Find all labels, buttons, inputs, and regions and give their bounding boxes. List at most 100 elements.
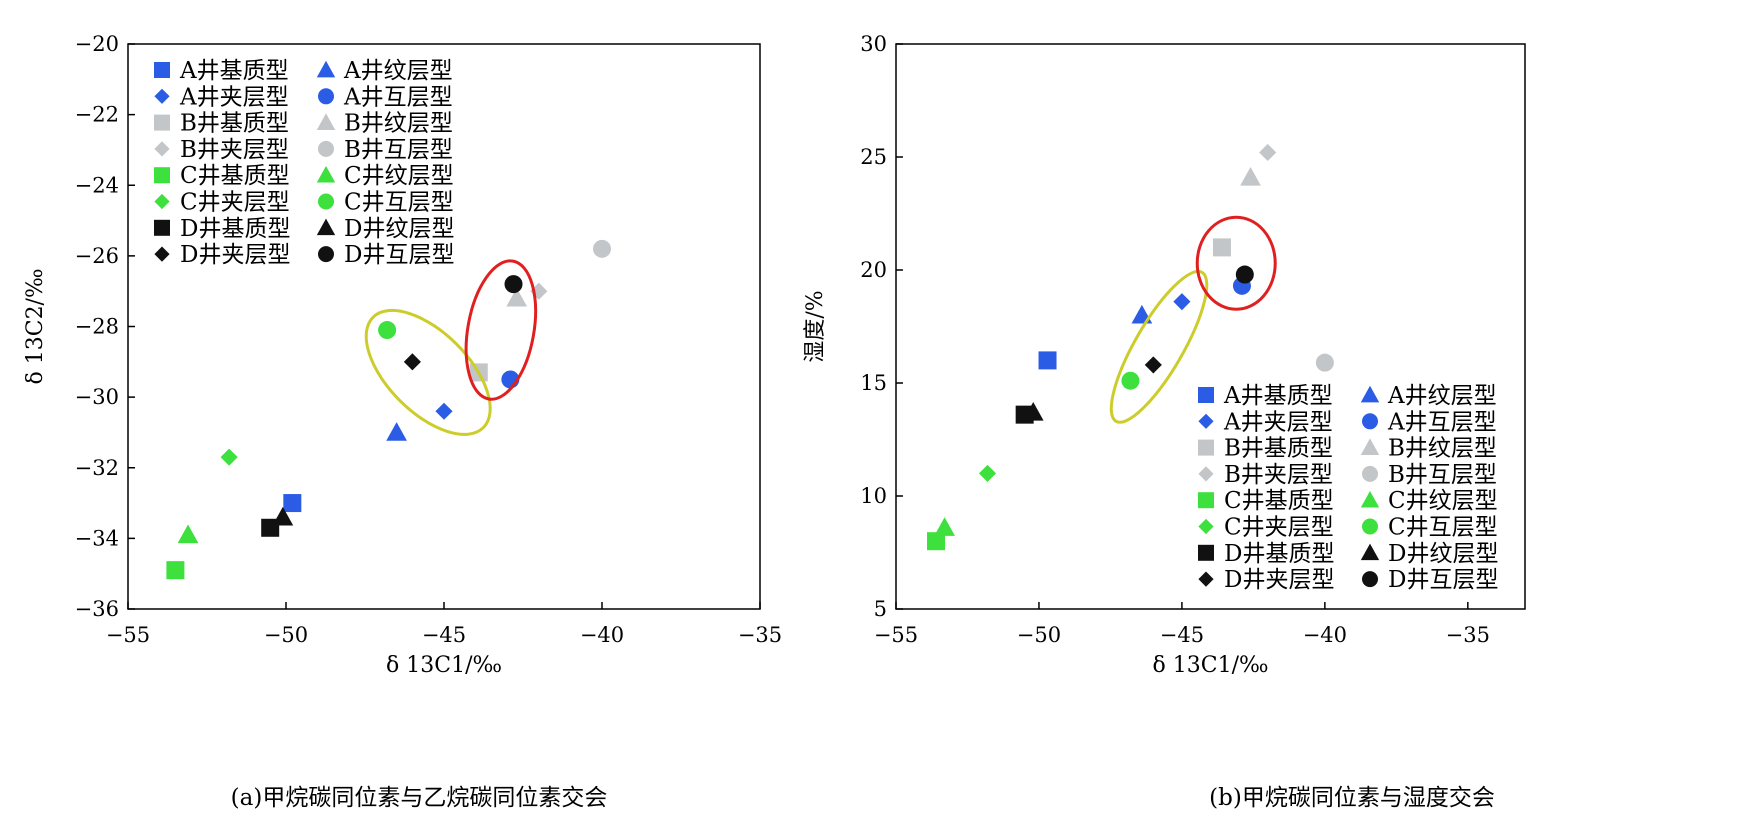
data-point-A-matrix [283,494,302,513]
caption-a: (a)甲烷碳同位素与乙烷碳同位素交会 [231,785,608,811]
legend-label-B-laminated: B井纹层型 [1388,436,1497,462]
legend-marker-B-matrix [1198,439,1214,456]
legend-label-C-matrix: C井基质型 [1224,488,1334,514]
data-point-B-interbed [1259,143,1277,162]
legend-label-D-laminated: D井纹层型 [1388,541,1498,567]
legend-label-A-matrix: A井基质型 [179,58,289,84]
legend-label-A-interbed: A井夹层型 [179,84,289,110]
legend-marker-C-inter [318,193,334,210]
x-tick-label: −55 [106,623,150,647]
data-point-C-inter [1121,371,1140,390]
legend-label-A-inter: A井互层型 [1387,409,1497,435]
legend-label-B-interbed: B井夹层型 [1224,462,1333,488]
y-tick-label: −24 [75,173,119,197]
data-point-C-laminated [177,524,199,544]
legend-marker-B-matrix [154,114,170,131]
data-point-A-interbed [1173,293,1191,311]
x-tick-label: −40 [580,623,624,647]
legend-marker-C-interbed [1198,518,1214,535]
legend-marker-A-inter [318,88,334,105]
legend-label-B-inter: B井互层型 [1388,462,1497,488]
legend-label-A-laminated: A井纹层型 [1387,383,1497,409]
y-tick-label: −34 [75,526,119,550]
legend-label-D-inter: D井互层型 [1388,567,1498,593]
legend-marker-A-interbed [1198,413,1214,429]
y-tick-label: −26 [75,244,119,268]
highlight-ellipse [1195,215,1277,311]
data-point-A-matrix [1038,351,1057,370]
data-point-C-inter [378,321,397,340]
x-tick-label: −40 [1303,623,1347,647]
legend-label-B-interbed: B井夹层型 [180,137,289,163]
data-point-C-matrix [927,532,946,551]
legend-label-C-inter: C井互层型 [344,190,454,216]
legend-marker-D-inter [318,246,334,263]
legend-marker-C-interbed [154,193,170,210]
y-tick-label: 15 [860,371,887,395]
legend-label-D-inter: D井互层型 [344,242,454,268]
legend-label-B-matrix: B井基质型 [1224,436,1333,462]
y-axis-label: δ 13C2/‰ [23,269,48,385]
legend-marker-C-matrix [154,167,170,184]
legend-marker-D-matrix [154,219,170,236]
legend-label-A-laminated: A井纹层型 [343,58,453,84]
legend-label-D-interbed: D井夹层型 [180,242,290,268]
data-point-D-inter [1235,265,1254,284]
chart-panel-a: −55 −50 −45 −40 −35 −36 −34 −32 −30 −28 −26 −24 −22 −… [23,32,782,678]
data-point-B-matrix [1212,238,1231,257]
data-point-C-laminated [934,517,955,536]
legend-marker-B-inter [1362,465,1378,482]
data-point-D-interbed [1144,356,1162,374]
legend-label-A-inter: A井互层型 [343,84,453,110]
y-tick-label: 20 [860,258,887,282]
data-point-B-laminated [506,287,528,307]
legend-label-A-matrix: A井基质型 [1223,383,1333,409]
legend-label-C-interbed: C井夹层型 [1224,515,1334,541]
x-axis-label: δ 13C1/‰ [386,653,502,678]
legend-marker-D-inter [1362,571,1378,588]
y-tick-label: 25 [860,145,887,169]
data-point-D-laminated [1022,402,1044,421]
legend: A井基质型 A井纹层型 A井夹层型 A井互层型 B井基质型 B井纹层型 B井夹层型 B井互层型… [154,58,454,268]
plot-frame [895,43,1526,610]
legend-marker-D-matrix [1198,544,1214,561]
legend-marker-C-inter [1362,518,1378,535]
legend-marker-B-inter [318,140,334,157]
y-tick-label: 10 [860,484,887,508]
chart-panel-b: −55 −50 −45 −40 −35 5 10 15 20 25 30 δ 13C1/‰ 湿度/% A井… [803,32,1526,678]
legend-marker-A-inter [1362,413,1378,430]
x-tick-label: −50 [264,623,308,647]
data-point-B-inter [593,239,611,258]
legend-marker-D-laminated [1360,543,1380,561]
legend-marker-D-interbed [154,246,170,262]
x-tick-label: −35 [1446,623,1490,647]
data-point-C-interbed [978,464,997,482]
legend-label-B-inter: B井互层型 [344,137,453,163]
legend-marker-C-laminated [1360,491,1380,508]
data-point-B-inter [1315,353,1334,372]
legend-label-B-matrix: B井基质型 [180,111,289,137]
legend-label-C-laminated: C井纹层型 [344,163,454,189]
legend-marker-A-interbed [154,88,170,104]
legend-marker-A-laminated [1360,385,1380,403]
y-tick-label: 5 [874,597,887,621]
legend-marker-C-matrix [1198,492,1214,509]
data-point-C-matrix [166,561,185,580]
x-tick-label: −35 [738,623,782,647]
legend-label-C-matrix: C井基质型 [180,163,290,189]
data-point-A-laminated [1131,304,1153,324]
x-axis-label: δ 13C1/‰ [1153,653,1269,678]
y-tick-label: −20 [75,32,119,56]
data-point-C-interbed [220,448,238,466]
legend-marker-A-matrix [1198,387,1214,403]
data-point-A-laminated [386,422,407,441]
x-tick-label: −50 [1017,623,1061,647]
data-point-B-laminated [1240,166,1261,186]
legend-marker-B-interbed [154,141,170,157]
x-tick-label: −45 [422,623,466,647]
legend-label-C-laminated: C井纹层型 [1388,488,1498,514]
legend-label-D-matrix: D井基质型 [180,216,290,242]
caption-b: (b)甲烷碳同位素与湿度交会 [1209,785,1495,811]
legend-label-B-laminated: B井纹层型 [344,111,453,137]
